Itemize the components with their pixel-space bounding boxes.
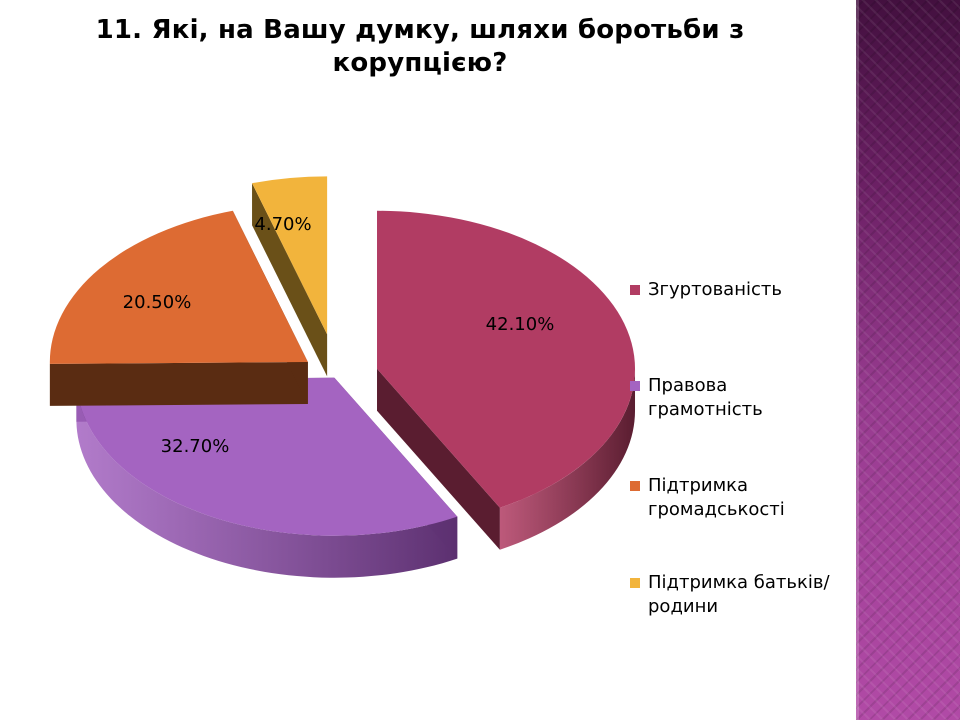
data-label-4: 4.70% [254,214,311,235]
legend-item-3: Підтримка громадськості [630,474,840,522]
data-label-3: 20.50% [123,292,192,313]
legend-swatch [630,578,640,588]
data-label-1: 42.10% [486,314,555,335]
legend-swatch [630,285,640,295]
pie-slice-2 [76,377,458,578]
slice-top-3 [49,210,308,364]
pie-slice-1 [377,210,636,550]
data-label-2: 32.70% [161,436,230,457]
legend-label: Згуртованість [648,279,782,300]
slice-top-1 [377,210,636,508]
slice-wall-3-1 [49,361,308,406]
pie-slice-3 [49,210,308,406]
legend-label: Підтримка громадськості [648,475,785,520]
slice-wall-4-1 [252,183,328,377]
legend-swatch [630,481,640,491]
legend-item-4: Підтримка батьків/родини [630,571,840,619]
slice-top-4 [252,176,328,335]
legend-label: Правова грамотність [648,375,763,420]
band-edge [856,0,859,720]
legend-item-1: Згуртованість [630,278,840,302]
slice-side-2 [76,379,458,578]
slice-top-2 [76,377,458,536]
chart-title: 11. Які, на Вашу думку, шляхи боротьби з… [95,15,745,78]
decorative-side-band [856,0,960,720]
legend-item-2: Правова грамотність [630,374,840,422]
slice-side-1 [499,368,636,550]
band-texture [856,0,960,720]
legend-swatch [630,381,640,391]
slice-wall-1-2 [377,368,500,550]
legend-label: Підтримка батьків/родини [648,572,830,617]
pie-slice-4 [252,176,328,377]
